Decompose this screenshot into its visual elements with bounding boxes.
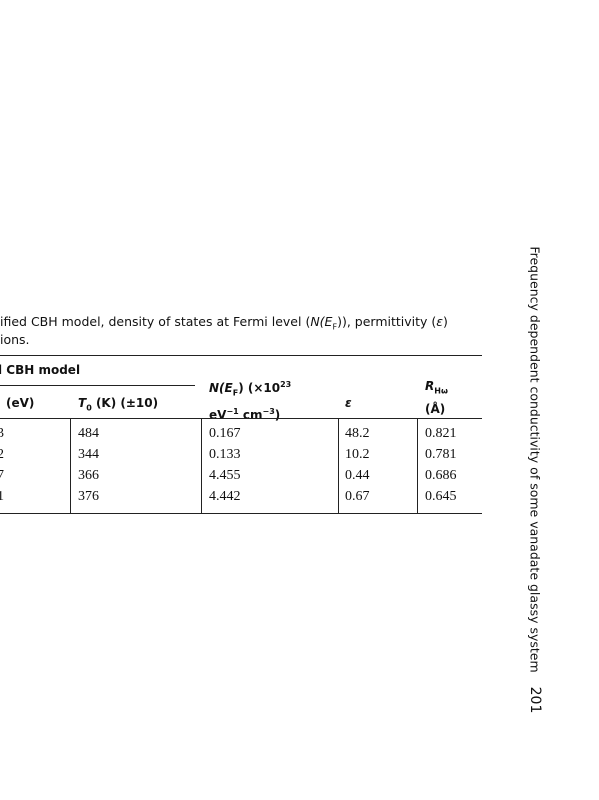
table-cell: 484 bbox=[78, 426, 99, 441]
table-cell: 7 bbox=[0, 468, 4, 483]
header-part: −3 bbox=[262, 407, 275, 417]
column-header: ε bbox=[345, 396, 352, 410]
table-cell: 3 bbox=[0, 426, 4, 441]
column-divider bbox=[338, 418, 339, 514]
caption-text: ε bbox=[436, 314, 444, 329]
caption-line: ions. bbox=[0, 332, 30, 347]
caption-text: ified CBH model, density of states at Fe… bbox=[0, 314, 311, 329]
table-cell: 0.686 bbox=[425, 468, 457, 483]
group-header: l CBH model bbox=[0, 363, 81, 377]
table-cell: 376 bbox=[78, 489, 99, 504]
header-part: ε bbox=[345, 396, 352, 410]
table-cell: 4.442 bbox=[209, 489, 241, 504]
table-cell: 1 bbox=[0, 489, 4, 504]
table-cell: 2 bbox=[0, 447, 4, 462]
header-part: F bbox=[232, 388, 239, 398]
header-part: ) (×10 bbox=[238, 381, 281, 395]
rule bbox=[0, 385, 195, 386]
header-part: N(E bbox=[209, 381, 233, 395]
caption-line: ified CBH model, density of states at Fe… bbox=[0, 314, 448, 332]
table-cell: 0.44 bbox=[345, 468, 370, 483]
caption-text: )), permittivity ( bbox=[337, 314, 437, 329]
rule bbox=[0, 418, 482, 419]
caption-text: F bbox=[332, 322, 338, 332]
header-part: cm bbox=[238, 408, 263, 423]
table-cell: 0.133 bbox=[209, 447, 241, 462]
table-cell: 48.2 bbox=[345, 426, 370, 441]
header-part: eV bbox=[209, 408, 227, 423]
header-part: T bbox=[78, 396, 87, 410]
table-cell: 366 bbox=[78, 468, 99, 483]
column-divider bbox=[70, 418, 71, 514]
table-cell: 0.167 bbox=[209, 426, 241, 441]
header-part: (K) (±10) bbox=[91, 396, 159, 410]
column-divider bbox=[201, 418, 202, 514]
header-part: R bbox=[425, 379, 435, 393]
header-part: 0 bbox=[86, 403, 92, 413]
table-cell: 0.821 bbox=[425, 426, 457, 441]
running-head: Frequency dependent conductivity of some… bbox=[527, 246, 543, 673]
page-number: 201 bbox=[527, 686, 543, 714]
table-cell: 0.645 bbox=[425, 489, 457, 504]
table-cell: 4.455 bbox=[209, 468, 241, 483]
caption-text: N(E bbox=[310, 314, 333, 329]
caption-text: ) bbox=[443, 314, 448, 329]
header-part: ) bbox=[274, 408, 281, 423]
column-header: (eV) bbox=[6, 396, 35, 410]
header-part: Hω bbox=[434, 386, 448, 396]
table-cell: 10.2 bbox=[345, 447, 370, 462]
header-part: 23 bbox=[280, 380, 292, 389]
column-header: T0 (K) (±10) bbox=[78, 396, 158, 412]
header-part: −1 bbox=[226, 407, 239, 417]
column-header: RHω (Å) bbox=[425, 377, 448, 419]
table-cell: 344 bbox=[78, 447, 99, 462]
column-divider bbox=[417, 418, 418, 514]
header-part: (Å) bbox=[425, 402, 446, 417]
table-cell: 0.781 bbox=[425, 447, 457, 462]
rule bbox=[0, 513, 482, 514]
table-cell: 0.67 bbox=[345, 489, 370, 504]
rule bbox=[0, 355, 482, 356]
